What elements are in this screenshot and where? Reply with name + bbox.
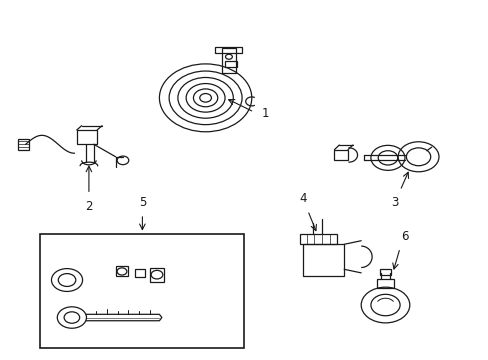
Bar <box>376 279 393 288</box>
Bar <box>224 61 237 67</box>
Bar <box>149 267 164 282</box>
Bar <box>116 266 127 276</box>
Bar <box>334 150 347 160</box>
Text: 3: 3 <box>391 196 398 209</box>
Text: 5: 5 <box>139 196 146 209</box>
Bar <box>379 269 390 275</box>
Bar <box>40 234 244 348</box>
Bar <box>135 269 144 277</box>
Text: 1: 1 <box>261 107 268 120</box>
Bar <box>19 139 29 150</box>
Bar <box>215 47 242 53</box>
Bar <box>302 244 344 276</box>
Text: 4: 4 <box>299 192 306 205</box>
Bar <box>221 48 236 73</box>
Bar <box>300 234 336 244</box>
Text: 6: 6 <box>400 230 408 243</box>
Text: 2: 2 <box>85 200 92 213</box>
Bar <box>77 130 97 144</box>
